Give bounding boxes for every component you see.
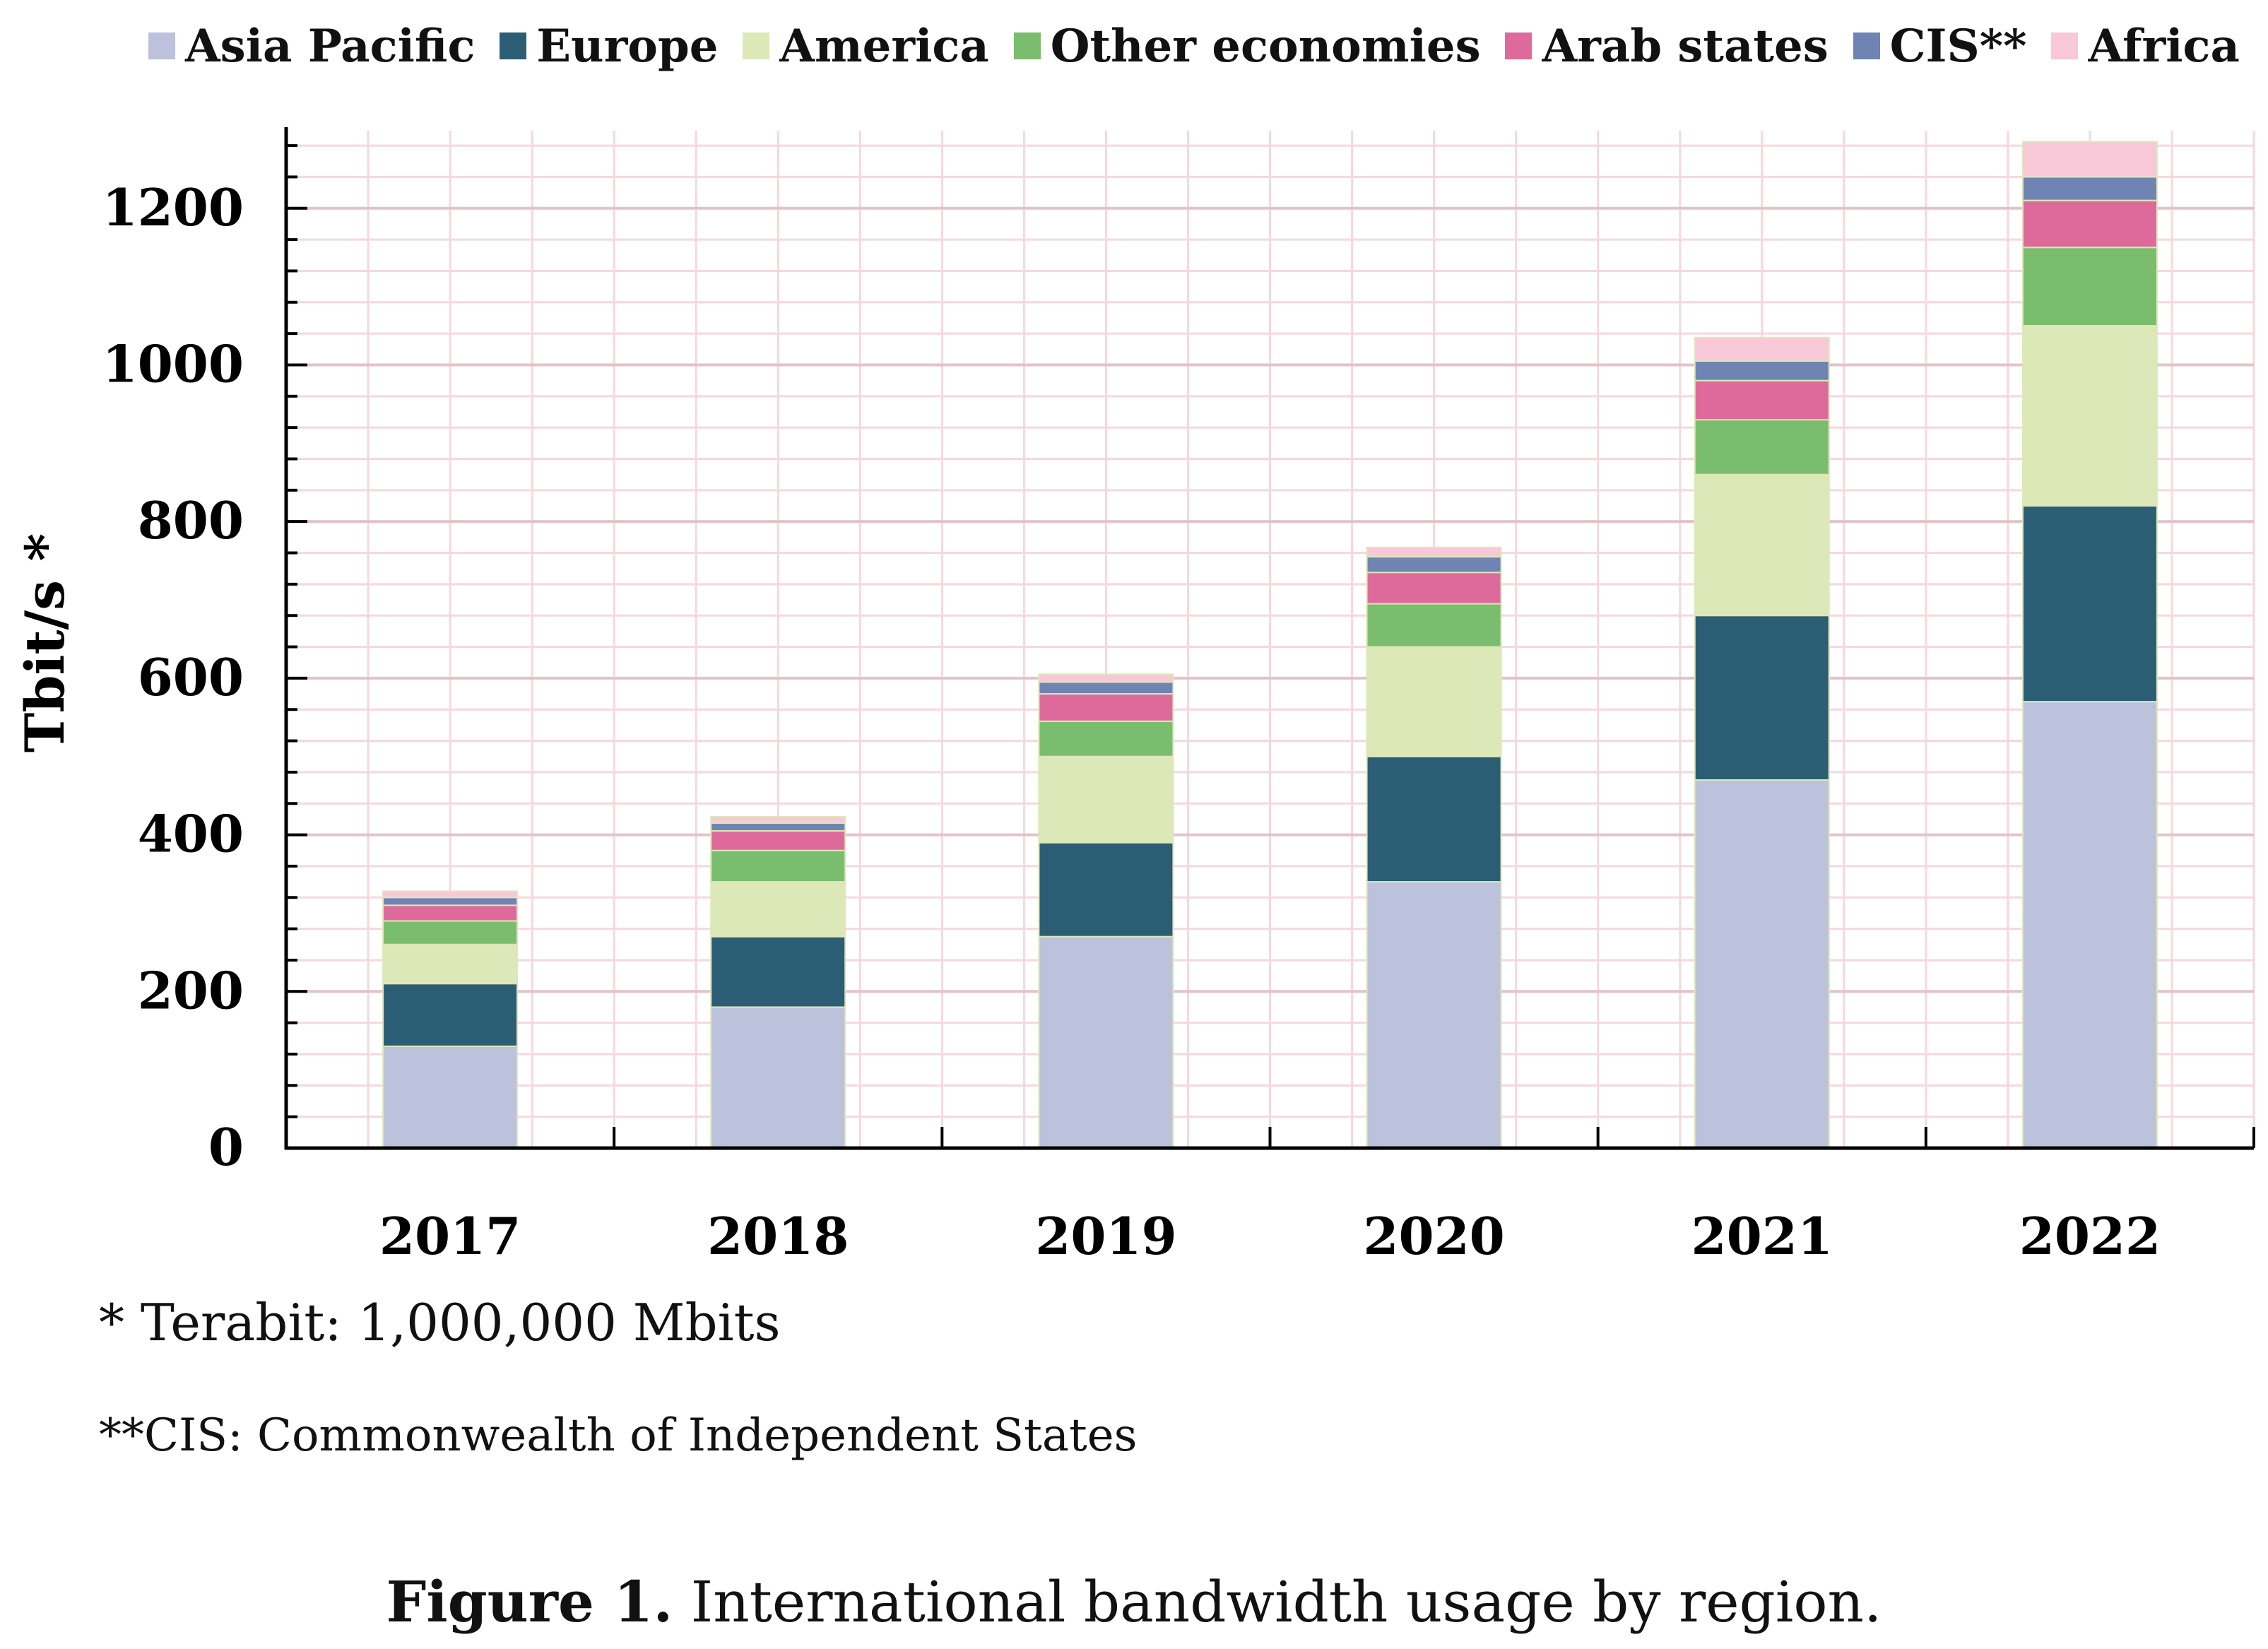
figure-label: Figure 1.	[386, 1568, 673, 1635]
bar-asia-pacific-2018	[710, 1006, 846, 1149]
bar-america-2022	[2021, 325, 2158, 507]
legend-item: Arab states	[1505, 19, 1829, 73]
bar-america-2017	[382, 943, 519, 985]
bar-arab-states-2017	[382, 904, 519, 922]
legend-label: Africa	[2088, 19, 2240, 73]
bar-other-economies-2021	[1694, 419, 1830, 475]
legend-item: Asia Pacific	[148, 20, 475, 73]
bar-other-economies-2022	[2021, 247, 2158, 327]
legend-swatch	[1853, 32, 1880, 59]
bar-europe-2020	[1366, 755, 1502, 883]
bar-cis-2019	[1038, 681, 1174, 695]
legend-label: CIS**	[1889, 19, 2027, 73]
bar-europe-2017	[382, 983, 519, 1047]
bar-cis-2022	[2021, 176, 2158, 201]
stacked-bar-chart: 2017 2018 2019 2020 2021 2022 0 200 400 600 800 100…	[13, 127, 2255, 1266]
y-tick-label: 1200	[102, 177, 244, 237]
bar-arab-states-2021	[1694, 379, 1830, 421]
y-tick-label: 800	[138, 490, 244, 550]
legend-item: CIS**	[1853, 20, 2027, 73]
legend-item: America	[743, 20, 989, 73]
y-tick-label: 200	[138, 960, 244, 1020]
bar-europe-2019	[1038, 841, 1174, 938]
bar-europe-2022	[2021, 505, 2158, 703]
x-tick-label: 2019	[1035, 1206, 1176, 1266]
legend-item: Africa	[2051, 20, 2240, 73]
legend-swatch	[148, 32, 175, 59]
x-tick-label: 2017	[379, 1206, 521, 1266]
bar-africa-2018	[710, 816, 846, 824]
x-tick-label: 2021	[1691, 1206, 1833, 1266]
bar-cis-2018	[710, 822, 846, 832]
bar-africa-2017	[382, 890, 519, 899]
bar-europe-2018	[710, 935, 846, 1008]
bar-cis-2021	[1694, 360, 1830, 382]
bar-america-2019	[1038, 755, 1174, 844]
bar-america-2021	[1694, 473, 1830, 617]
bar-other-economies-2019	[1038, 720, 1174, 757]
bar-africa-2020	[1366, 546, 1502, 558]
legend-label: Arab states	[1542, 19, 1829, 73]
cis-footnote: **CIS: Commonwealth of Independent State…	[99, 1409, 1138, 1462]
bar-asia-pacific-2019	[1038, 935, 1174, 1149]
y-tick-label: 0	[208, 1117, 244, 1177]
bar-africa-2022	[2021, 141, 2158, 178]
legend-swatch	[2051, 32, 2079, 59]
bar-other-economies-2018	[710, 849, 846, 883]
bar-asia-pacific-2017	[382, 1045, 519, 1149]
figure-caption: Figure 1. International bandwidth usage …	[0, 1568, 2268, 1635]
bar-asia-pacific-2021	[1694, 779, 1830, 1149]
legend-item: Europe	[500, 20, 718, 73]
bar-america-2020	[1366, 646, 1502, 757]
bar-asia-pacific-2020	[1366, 881, 1502, 1149]
bar-cis-2020	[1366, 556, 1502, 574]
bar-arab-states-2020	[1366, 572, 1502, 605]
y-tick-label: 1000	[102, 333, 244, 394]
bar-other-economies-2017	[382, 920, 519, 945]
bar-cis-2017	[382, 897, 519, 906]
terabit-footnote: * Terabit: 1,000,000 Mbits	[99, 1293, 781, 1352]
bar-other-economies-2020	[1366, 603, 1502, 648]
x-tick-label: 2022	[2019, 1206, 2161, 1266]
legend-label: Europe	[536, 19, 719, 73]
legend-swatch	[500, 32, 527, 59]
legend-swatch	[1505, 32, 1532, 59]
bar-america-2018	[710, 881, 846, 938]
bar-arab-states-2018	[710, 830, 846, 851]
x-tick-label: 2020	[1363, 1206, 1504, 1266]
x-tick-label: 2018	[707, 1206, 849, 1266]
legend-label: America	[779, 19, 989, 73]
bar-africa-2019	[1038, 673, 1174, 683]
y-axis-label: Tbit/s *	[13, 533, 76, 752]
bar-arab-states-2019	[1038, 693, 1174, 722]
bar-europe-2021	[1694, 615, 1830, 781]
bar-africa-2021	[1694, 336, 1830, 362]
bar-asia-pacific-2022	[2021, 701, 2158, 1149]
legend-swatch	[1013, 32, 1041, 59]
chart-legend: Asia Pacific Europe America Other economies…	[148, 14, 2240, 78]
y-tick-label: 400	[138, 804, 244, 864]
legend-label: Asia Pacific	[185, 19, 476, 73]
legend-swatch	[743, 32, 770, 59]
legend-label: Other economies	[1050, 19, 1481, 73]
y-tick-label: 600	[138, 647, 244, 707]
figure-caption-text: International bandwidth usage by region.	[673, 1569, 1882, 1635]
legend-item: Other economies	[1013, 19, 1481, 73]
bar-arab-states-2022	[2021, 199, 2158, 249]
